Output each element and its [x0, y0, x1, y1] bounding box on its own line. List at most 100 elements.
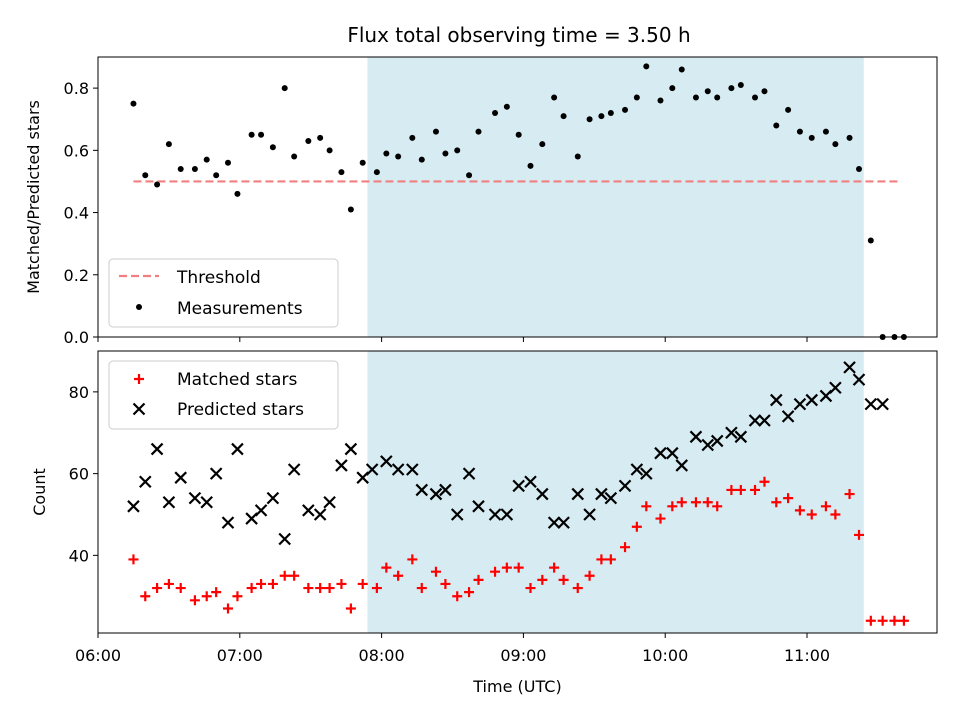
- measurement-point: [773, 122, 780, 129]
- matched-point: [726, 484, 737, 495]
- predicted-point: [365, 463, 379, 476]
- matched-point: [549, 562, 560, 573]
- measurement-point: [598, 113, 605, 120]
- matched-point: [690, 497, 701, 508]
- legend-box: [108, 258, 339, 328]
- measurement-point: [796, 128, 803, 135]
- predicted-point: [500, 508, 514, 521]
- predicted-point: [876, 397, 889, 411]
- predicted-point: [302, 504, 315, 517]
- predicted-point: [188, 491, 202, 505]
- legend-measurement-swatch: [136, 304, 142, 310]
- predicted-point: [439, 483, 452, 497]
- measurement-point: [248, 131, 255, 138]
- predicted-point: [462, 467, 476, 480]
- y-tick-label: 0.6: [64, 141, 89, 160]
- predicted-point: [335, 459, 348, 472]
- matched-point: [558, 574, 569, 585]
- predicted-point: [725, 426, 738, 440]
- measurement-point: [503, 103, 510, 110]
- predicted-point: [864, 397, 878, 411]
- matched-point: [584, 570, 595, 581]
- measurement-point: [527, 162, 534, 169]
- measurement-point: [347, 206, 354, 213]
- matched-point: [605, 554, 616, 565]
- plot-frame: [97, 56, 938, 338]
- measurement-point: [130, 100, 137, 107]
- measurement-point: [373, 169, 380, 176]
- matched-point: [641, 501, 652, 512]
- legend-predicted-swatch: [132, 402, 146, 416]
- measurement-point: [785, 106, 792, 113]
- predicted-point: [200, 495, 213, 509]
- matched-point: [201, 591, 212, 602]
- measurement-point: [607, 110, 614, 116]
- measurement-point: [551, 94, 558, 101]
- plot-frame: [97, 350, 938, 634]
- predicted-point: [127, 500, 140, 513]
- predicted-point: [604, 491, 618, 505]
- predicted-point: [595, 487, 608, 501]
- predicted-point: [640, 467, 653, 480]
- legend-box: [108, 360, 339, 430]
- predicted-point: [287, 463, 301, 476]
- y-tick-label: 40: [69, 546, 89, 565]
- matched-point: [416, 583, 427, 594]
- matched-point: [267, 578, 278, 589]
- matched-point: [820, 501, 831, 512]
- matched-point: [501, 562, 512, 573]
- measurement-point: [704, 88, 711, 95]
- matched-point: [232, 591, 243, 602]
- matched-point: [898, 615, 909, 626]
- measurement-point: [338, 169, 345, 176]
- predicted-point: [231, 442, 244, 456]
- matched-point: [889, 615, 900, 626]
- measurement-point: [203, 156, 210, 163]
- measurement-point: [492, 110, 499, 116]
- matched-point: [345, 603, 356, 614]
- predicted-point: [344, 442, 358, 456]
- matched-point: [771, 497, 782, 508]
- matched-point: [854, 529, 865, 540]
- observing-window-shade: [367, 57, 864, 337]
- measurement-point: [678, 66, 685, 73]
- matched-point: [289, 570, 300, 581]
- measurement-point: [234, 190, 241, 197]
- matched-point: [175, 583, 186, 594]
- y-tick-label: 0.8: [64, 79, 89, 98]
- measurement-point: [409, 134, 416, 141]
- measurement-point: [258, 131, 265, 138]
- measurement-point: [808, 134, 815, 141]
- measurement-point: [643, 63, 650, 70]
- predicted-point: [415, 483, 429, 497]
- x-axis-label: Time (UTC): [472, 677, 561, 696]
- measurement-point: [822, 128, 829, 135]
- x-tick-label: 10:00: [642, 646, 688, 665]
- legend-matched-swatch: [134, 374, 144, 384]
- predicted-point: [618, 479, 632, 493]
- matched-point: [631, 521, 642, 532]
- matched-point: [381, 562, 392, 573]
- matched-point: [430, 566, 441, 577]
- predicted-point: [734, 430, 748, 444]
- matched-point: [844, 489, 855, 500]
- measurement-point: [281, 85, 288, 92]
- matched-point: [513, 562, 524, 573]
- matched-point: [440, 578, 451, 589]
- legend-bottom: Matched stars Predicted stars: [108, 360, 339, 430]
- matched-point: [315, 583, 326, 594]
- measurement-point: [395, 153, 402, 160]
- predicted-point: [266, 491, 280, 505]
- measurement-point: [317, 134, 324, 141]
- predicted-point: [313, 508, 327, 521]
- matched-point: [596, 554, 607, 565]
- measurement-point: [728, 85, 735, 92]
- x-tick-label: 08:00: [359, 646, 405, 665]
- matched-point: [702, 497, 713, 508]
- matched-point: [163, 578, 174, 589]
- predicted-point: [209, 467, 223, 480]
- matched-point: [128, 554, 139, 565]
- matched-point: [279, 570, 290, 581]
- predicted-point: [583, 508, 596, 521]
- predicted-point: [843, 361, 856, 374]
